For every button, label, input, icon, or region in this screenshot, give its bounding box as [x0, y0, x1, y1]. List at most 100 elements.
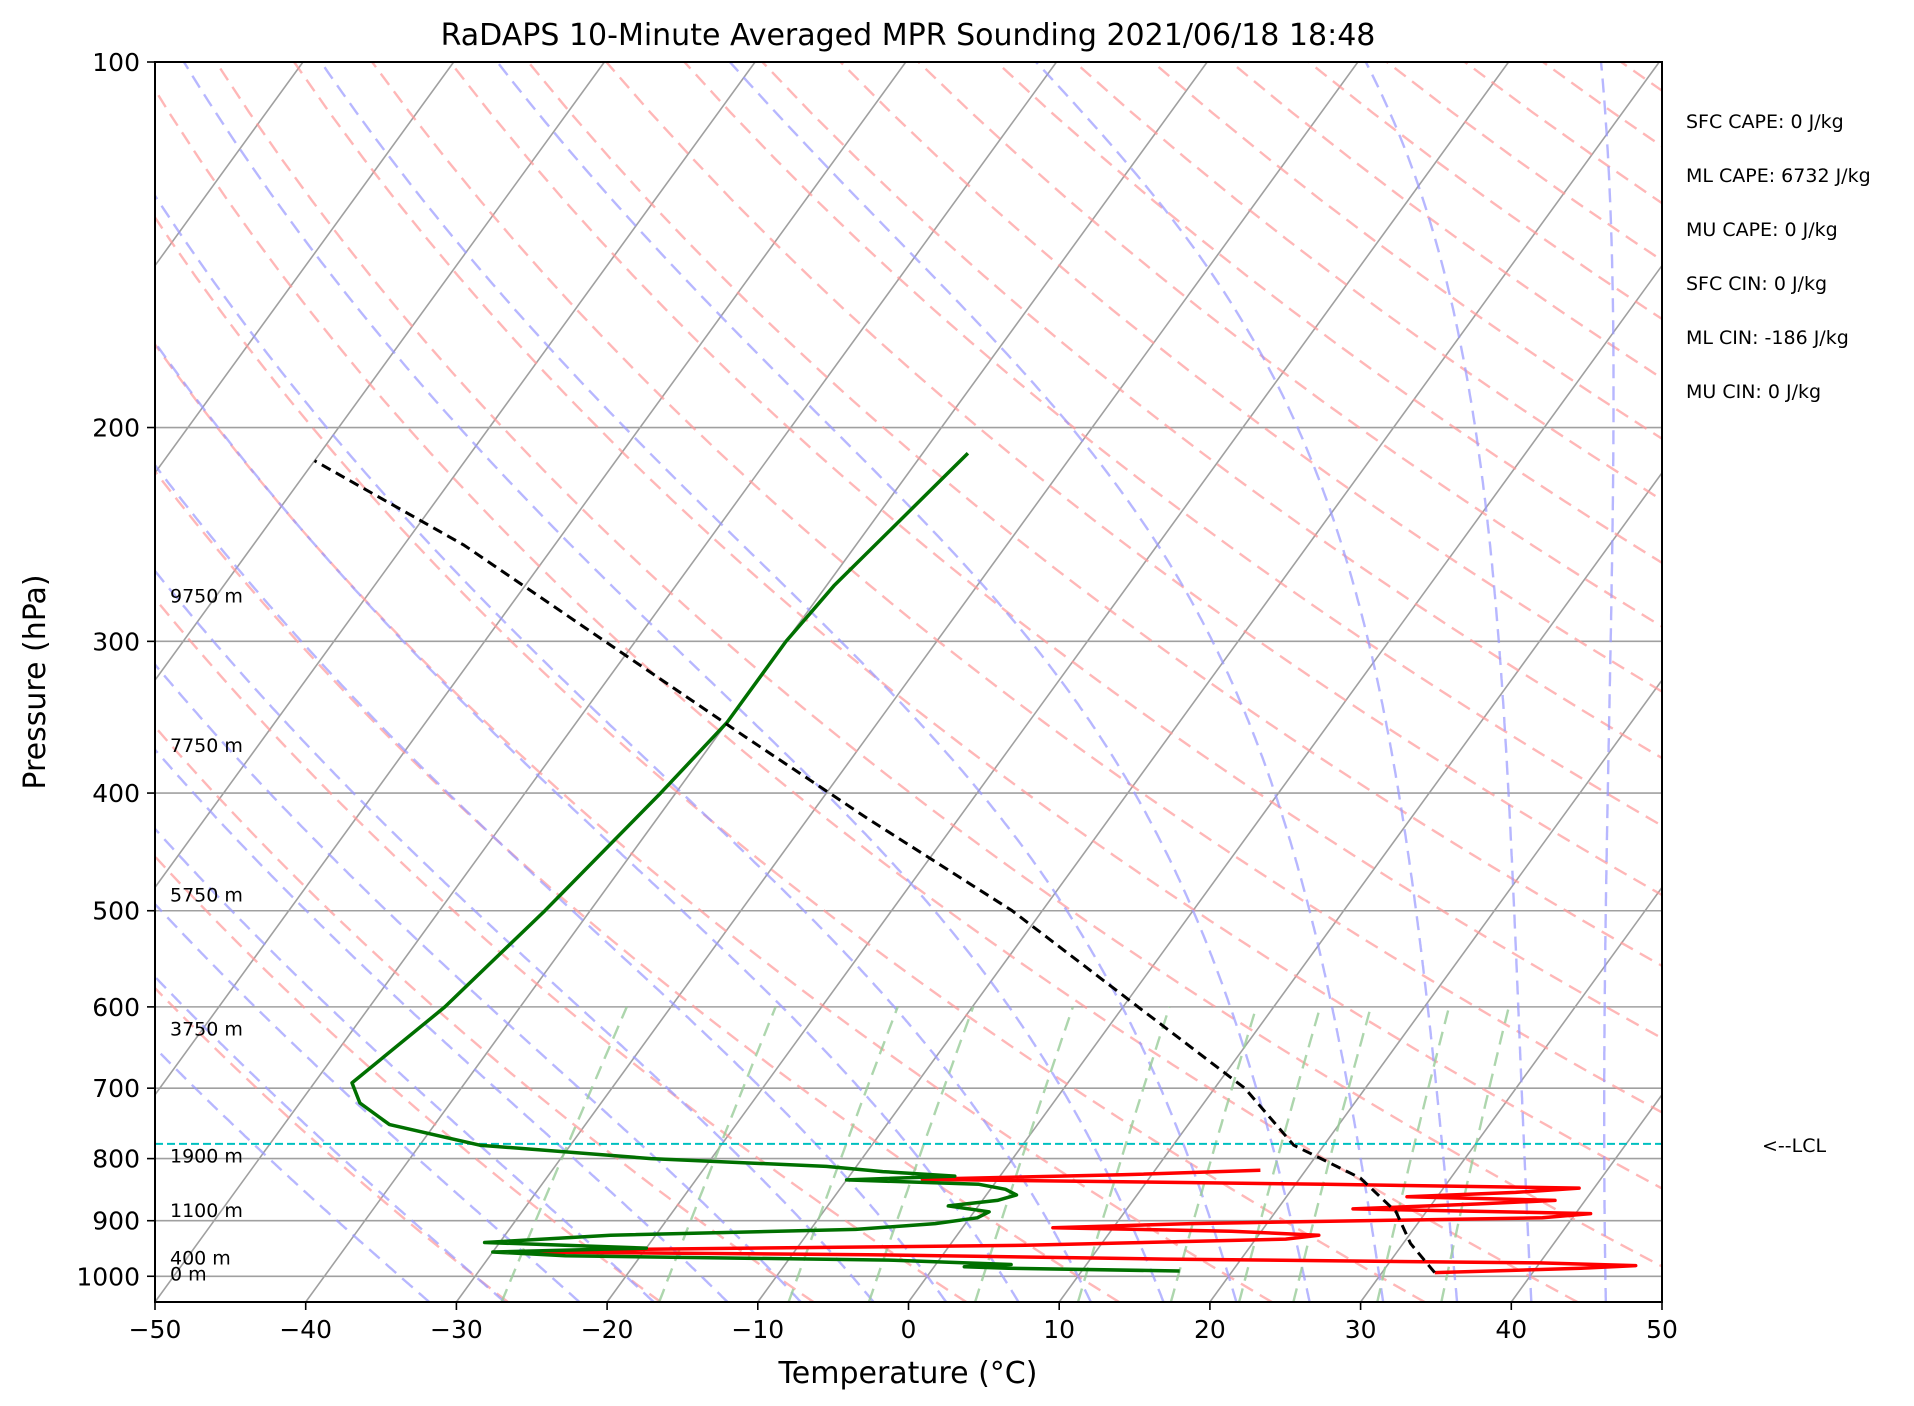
dry-adiabat [683, 62, 1662, 828]
height-label: 400 m [170, 1247, 231, 1269]
isotherm-line [0, 62, 2, 1302]
moist-adiabat [155, 662, 802, 1302]
stat-line: ML CIN: -186 J/kg [1686, 327, 1849, 349]
x-tick-label: 30 [1345, 1315, 1377, 1344]
mixing-ratio-line [1169, 1006, 1258, 1302]
chart-title: RaDAPS 10-Minute Averaged MPR Sounding 2… [441, 18, 1376, 53]
stat-line: ML CAPE: 6732 J/kg [1686, 165, 1871, 187]
x-tick-label: 0 [901, 1315, 917, 1344]
moist-adiabat [155, 193, 1092, 1302]
y-tick-label: 100 [92, 48, 140, 77]
dry-adiabat [1777, 62, 1914, 1302]
x-tick-label: 50 [1646, 1315, 1678, 1344]
isotherm-line [1510, 1093, 1662, 1302]
plot-area [0, 62, 1914, 1302]
dry-adiabat [839, 62, 1662, 693]
isotherm-line [1661, 1300, 1662, 1302]
background-lines [0, 62, 1914, 1302]
moist-adiabat [1364, 62, 1533, 1302]
x-tick-label: 20 [1194, 1315, 1226, 1344]
stat-line: MU CIN: 0 J/kg [1686, 381, 1821, 403]
isotherm-line [907, 264, 1662, 1302]
height-label: 7750 m [170, 735, 243, 757]
temperature-profile [521, 1168, 1638, 1275]
mixing-ratio-line [657, 1006, 777, 1302]
dry-adiabat [1542, 62, 1662, 148]
x-tick-label: −30 [430, 1315, 483, 1344]
height-label: 0 m [170, 1264, 207, 1286]
dry-adiabat [155, 596, 967, 1302]
x-tick-label: −50 [129, 1315, 182, 1344]
y-tick-label: 600 [92, 993, 140, 1022]
stat-line: MU CAPE: 0 J/kg [1686, 219, 1838, 241]
dry-adiabat [155, 854, 662, 1302]
x-tick-label: −40 [279, 1315, 332, 1344]
dry-adiabat [917, 62, 1662, 628]
mixing-ratio-line [1292, 1006, 1373, 1302]
isotherm-line [155, 62, 606, 682]
mixing-ratio-line [973, 1006, 1075, 1302]
moist-adiabat [182, 62, 1165, 1302]
x-tick-label: −10 [731, 1315, 784, 1344]
y-axis-title: Pressure (hPa) [18, 574, 53, 789]
isotherm-line [757, 62, 1660, 1302]
x-tick-label: −20 [581, 1315, 634, 1344]
y-tick-label: 400 [92, 779, 140, 808]
y-tick-label: 900 [92, 1207, 140, 1236]
moist-adiabat [155, 340, 1020, 1302]
x-axis-title: Temperature (°C) [778, 1356, 1038, 1391]
moist-adiabat [155, 975, 506, 1302]
dry-adiabat [605, 62, 1662, 897]
moist-adiabat [496, 62, 1311, 1302]
dry-adiabat [1699, 62, 1914, 1302]
dry-adiabat [1151, 62, 1662, 441]
dry-adiabat [1230, 62, 1662, 380]
height-label: 5750 m [170, 885, 243, 907]
isotherm-line [155, 62, 1058, 1302]
height-label: 9750 m [170, 585, 243, 607]
height-labels: 9750 m 7750 m 5750 m 3750 m 1900 m 1100 m 400 … [170, 585, 243, 1285]
y-tick-label: 700 [92, 1074, 140, 1103]
y-axis-ticks: 100 200 300 400 500 600 700 800 900 1000 [76, 48, 155, 1291]
isotherm-line [155, 62, 907, 1097]
parcel-profile [313, 459, 1436, 1274]
stat-line: SFC CIN: 0 J/kg [1686, 273, 1827, 295]
mixing-ratio-line [1237, 1006, 1322, 1302]
lcl-label: <--LCL [1762, 1135, 1826, 1157]
dry-adiabat [1620, 62, 1662, 93]
dry-adiabat [449, 62, 1662, 1040]
dry-adiabat [1386, 62, 1662, 262]
mixing-ratio-line [500, 1006, 628, 1302]
y-tick-label: 1000 [76, 1262, 140, 1291]
dry-adiabat [155, 215, 1426, 1302]
moist-adiabat [1599, 62, 1615, 1302]
data-lines [155, 452, 1662, 1275]
isotherm-line [1209, 678, 1662, 1302]
dewpoint-profile [350, 452, 1180, 1273]
dry-adiabat [155, 986, 509, 1302]
y-tick-label: 500 [92, 897, 140, 926]
dry-adiabat [527, 62, 1662, 968]
moist-adiabat [155, 827, 655, 1302]
y-tick-label: 300 [92, 627, 140, 656]
dry-adiabat [371, 62, 1662, 1114]
dry-adiabat [293, 62, 1662, 1190]
isotherm-line [455, 62, 1359, 1302]
dry-adiabat [995, 62, 1662, 565]
mixing-ratio-line [1376, 1006, 1451, 1302]
moist-adiabat [155, 1046, 431, 1302]
stats-panel: SFC CAPE: 0 J/kg ML CAPE: 6732 J/kg MU CAP… [1686, 111, 1871, 403]
x-axis-ticks: −50 −40 −30 −20 −10 0 10 20 30 40 50 [129, 1302, 1678, 1344]
isotherm-line [606, 62, 1510, 1302]
height-label: 1900 m [170, 1145, 243, 1167]
isotherm-line [155, 62, 455, 475]
moist-adiabat [155, 902, 581, 1302]
dry-adiabat [761, 62, 1662, 760]
moist-adiabat [728, 62, 1385, 1302]
plot-frame [154, 61, 1663, 1303]
dry-adiabat [1308, 62, 1662, 321]
dry-adiabat [155, 724, 815, 1302]
dry-adiabat [155, 87, 1579, 1302]
x-tick-label: 10 [1043, 1315, 1075, 1344]
